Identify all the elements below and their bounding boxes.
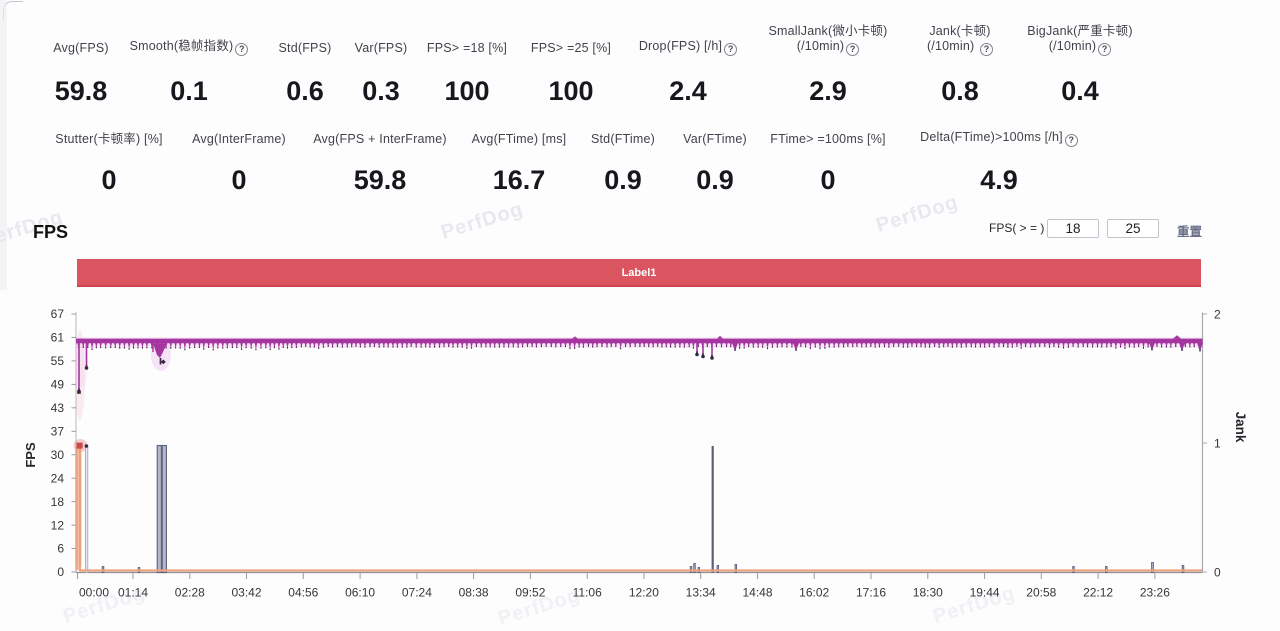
svg-text:37: 37	[51, 425, 65, 439]
svg-text:08:38: 08:38	[459, 586, 489, 600]
svg-text:03:42: 03:42	[231, 586, 261, 600]
svg-text:18: 18	[51, 495, 65, 509]
svg-text:06:10: 06:10	[345, 586, 375, 600]
svg-text:16:02: 16:02	[799, 586, 829, 600]
svg-text:23:26: 23:26	[1140, 586, 1170, 600]
svg-text:12:20: 12:20	[629, 586, 659, 600]
svg-text:49: 49	[51, 378, 65, 392]
svg-text:FPS: FPS	[23, 442, 38, 468]
svg-text:04:56: 04:56	[288, 586, 318, 600]
svg-text:20:58: 20:58	[1026, 586, 1056, 600]
svg-text:1: 1	[1214, 437, 1221, 451]
svg-text:67: 67	[51, 307, 65, 321]
svg-text:11:06: 11:06	[573, 586, 602, 600]
svg-text:01:14: 01:14	[118, 586, 148, 600]
svg-text:0: 0	[1214, 566, 1221, 580]
svg-text:00:00: 00:00	[79, 586, 109, 600]
svg-text:12: 12	[51, 518, 65, 532]
svg-text:02:28: 02:28	[175, 586, 205, 600]
svg-text:61: 61	[51, 331, 65, 345]
svg-text:2: 2	[1214, 308, 1221, 322]
svg-text:09:52: 09:52	[515, 586, 545, 600]
svg-text:17:16: 17:16	[856, 586, 886, 600]
svg-text:0: 0	[57, 565, 64, 579]
svg-text:07:24: 07:24	[402, 586, 432, 600]
svg-text:6: 6	[57, 542, 64, 556]
svg-text:14:48: 14:48	[742, 586, 772, 600]
svg-text:19:44: 19:44	[970, 586, 1000, 600]
svg-text:13:34: 13:34	[686, 586, 716, 600]
svg-text:Jank: Jank	[1233, 412, 1248, 443]
svg-text:22:12: 22:12	[1083, 586, 1113, 600]
svg-text:43: 43	[51, 401, 65, 415]
svg-text:55: 55	[51, 354, 65, 368]
svg-text:24: 24	[51, 471, 65, 485]
svg-text:30: 30	[51, 448, 65, 462]
svg-text:18:30: 18:30	[913, 586, 943, 600]
